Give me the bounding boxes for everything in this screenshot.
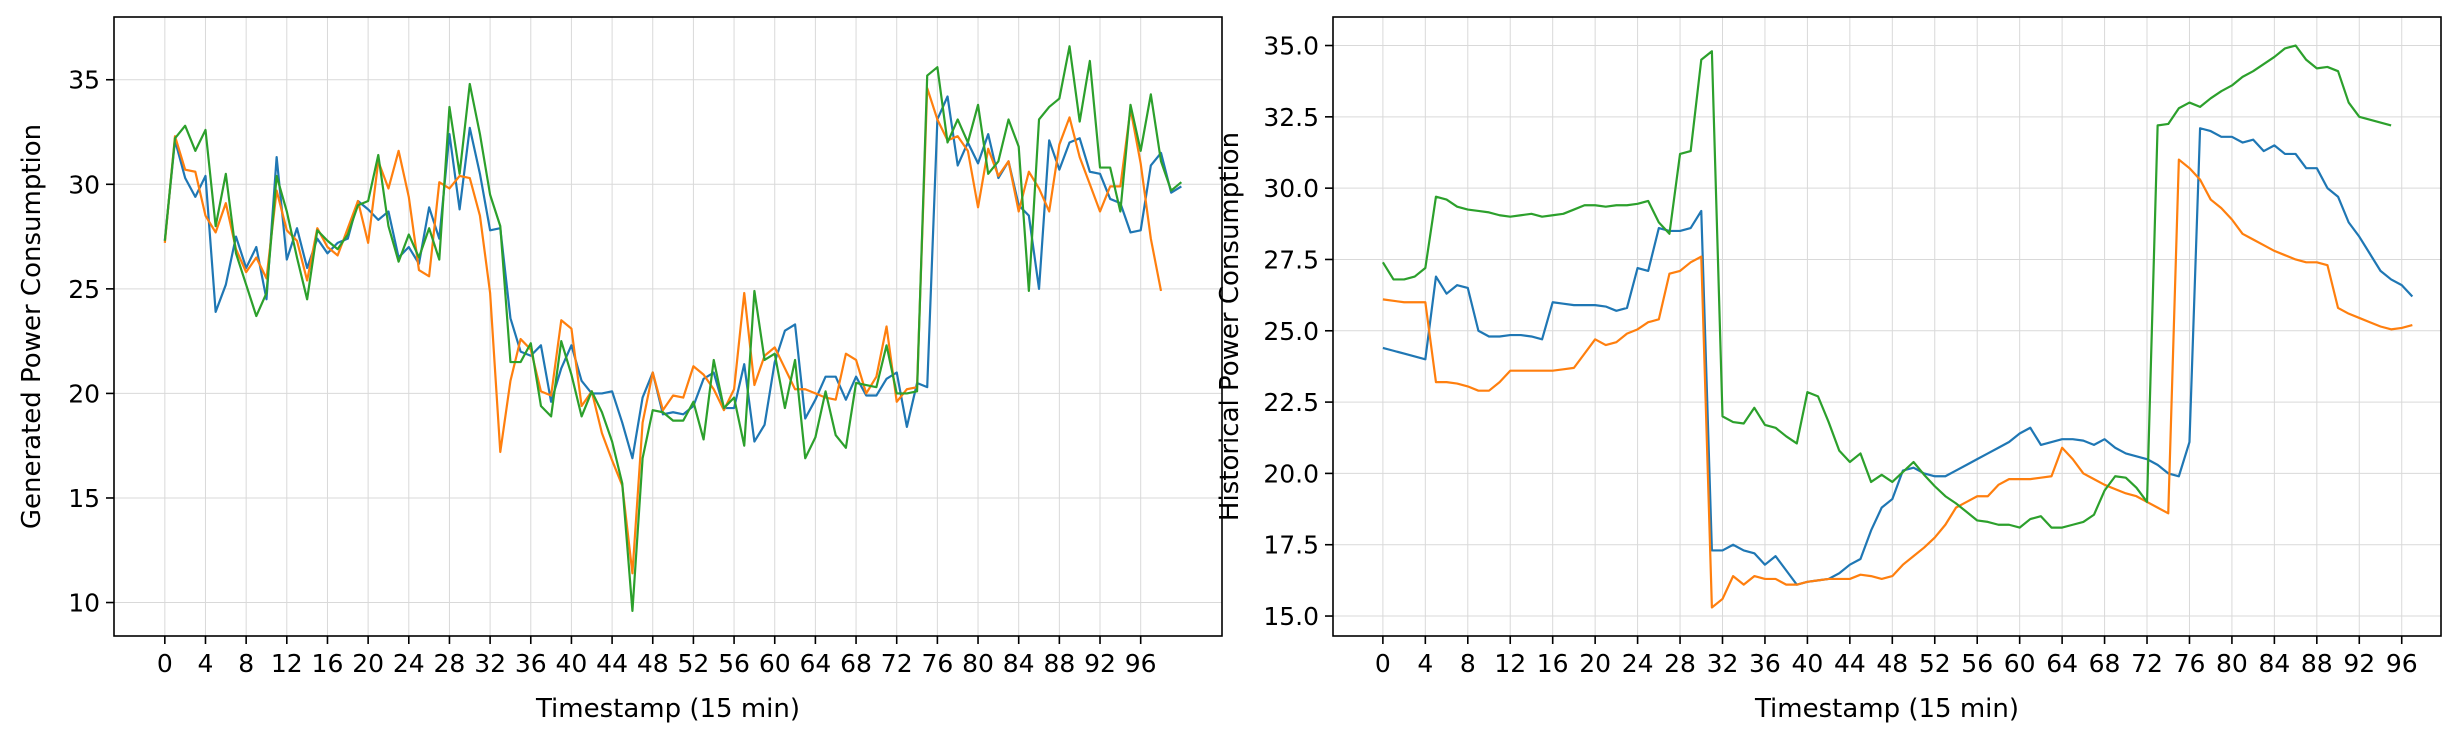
x-tick-label: 48 xyxy=(637,649,669,678)
series-line-2 xyxy=(1382,158,2413,609)
x-tick-label: 36 xyxy=(1749,649,1781,678)
x-tick-label: 80 xyxy=(2216,649,2248,678)
x-tick-label: 72 xyxy=(881,649,913,678)
x-tick-label: 12 xyxy=(1494,649,1526,678)
y-tick-label: 20 xyxy=(68,379,100,408)
x-tick-label: 88 xyxy=(1043,649,1075,678)
x-tick-label: 92 xyxy=(2343,649,2375,678)
x-tick-label: 24 xyxy=(1622,649,1654,678)
x-tick-label: 4 xyxy=(198,649,214,678)
x-tick-label: 32 xyxy=(1707,649,1739,678)
x-tick-label: 84 xyxy=(1003,649,1035,678)
y-tick-label: 27.5 xyxy=(1263,245,1319,274)
x-tick-label: 68 xyxy=(2089,649,2121,678)
y-tick-label: 32.5 xyxy=(1263,103,1319,132)
x-tick-label: 56 xyxy=(1961,649,1993,678)
y-tick-label: 15 xyxy=(68,484,100,513)
x-tick-label: 24 xyxy=(393,649,425,678)
y-axis-label: Historical Power Consumption xyxy=(1215,132,1245,521)
y-tick-label: 35 xyxy=(68,66,100,95)
right-chart: 0 4 8 12 16 20 24 28 32 36 40 44 48 52 56 60 64 68 72 76 80 8… xyxy=(1215,16,2442,724)
x-tick-label: 44 xyxy=(1834,649,1866,678)
series-line-3 xyxy=(1381,44,2392,529)
x-tick-label: 44 xyxy=(596,649,628,678)
y-tick-label: 35.0 xyxy=(1263,32,1319,61)
x-tick-label: 92 xyxy=(1084,649,1116,678)
left-chart: 0 4 8 12 16 20 24 28 32 36 40 44 48 52 56 60 64 68 72 76 80 8… xyxy=(17,16,1223,724)
x-tick-label: 52 xyxy=(678,649,710,678)
x-tick-label: 32 xyxy=(474,649,506,678)
x-tick-label: 16 xyxy=(312,649,344,678)
x-tick-label: 84 xyxy=(2258,649,2290,678)
x-axis-label: Timestamp (15 min) xyxy=(535,694,800,724)
x-tick-label: 64 xyxy=(799,649,831,678)
x-axis-label: Timestamp (15 min) xyxy=(1754,694,2019,724)
plot-frame xyxy=(113,16,1223,637)
x-tick-label: 40 xyxy=(556,649,588,678)
y-tick-label: 20.0 xyxy=(1263,459,1319,488)
x-tick-label: 68 xyxy=(840,649,872,678)
x-tick-label: 60 xyxy=(759,649,791,678)
y-tick-label: 15.0 xyxy=(1263,602,1319,631)
x-tick-label: 72 xyxy=(2131,649,2163,678)
series-line-1 xyxy=(1382,127,2414,586)
x-tick-label: 96 xyxy=(2386,649,2418,678)
x-tick-label: 12 xyxy=(271,649,303,678)
x-tick-label: 88 xyxy=(2301,649,2333,678)
x-tick-label: 64 xyxy=(2046,649,2078,678)
series-line-3 xyxy=(163,45,1183,613)
x-tick-label: 28 xyxy=(434,649,466,678)
y-axis-label: Generated Power Consumption xyxy=(17,124,47,529)
x-tick-label: 16 xyxy=(1537,649,1569,678)
plot-frame xyxy=(1332,16,2442,637)
x-tick-label: 8 xyxy=(238,649,254,678)
y-tick-label: 10 xyxy=(68,589,100,618)
x-tick-label: 20 xyxy=(1579,649,1611,678)
x-tick-label: 80 xyxy=(962,649,994,678)
x-tick-label: 36 xyxy=(515,649,547,678)
x-tick-label: 8 xyxy=(1460,649,1476,678)
x-tick-label: 52 xyxy=(1919,649,1951,678)
x-tick-label: 0 xyxy=(157,649,173,678)
x-tick-label: 96 xyxy=(1125,649,1157,678)
x-tick-label: 0 xyxy=(1375,649,1391,678)
x-tick-label: 48 xyxy=(1876,649,1908,678)
x-tick-label: 4 xyxy=(1417,649,1433,678)
y-tick-label: 17.5 xyxy=(1263,531,1319,560)
y-tick-label: 30.0 xyxy=(1263,174,1319,203)
y-tick-label: 30 xyxy=(68,170,100,199)
x-tick-label: 40 xyxy=(1791,649,1823,678)
x-tick-label: 20 xyxy=(352,649,384,678)
series-line-2 xyxy=(163,86,1163,575)
x-tick-label: 76 xyxy=(2174,649,2206,678)
x-tick-label: 60 xyxy=(2004,649,2036,678)
x-tick-label: 76 xyxy=(921,649,953,678)
x-tick-label: 56 xyxy=(718,649,750,678)
y-tick-label: 25 xyxy=(68,275,100,304)
y-tick-label: 25.0 xyxy=(1263,317,1319,346)
x-tick-label: 28 xyxy=(1664,649,1696,678)
y-tick-label: 22.5 xyxy=(1263,388,1319,417)
